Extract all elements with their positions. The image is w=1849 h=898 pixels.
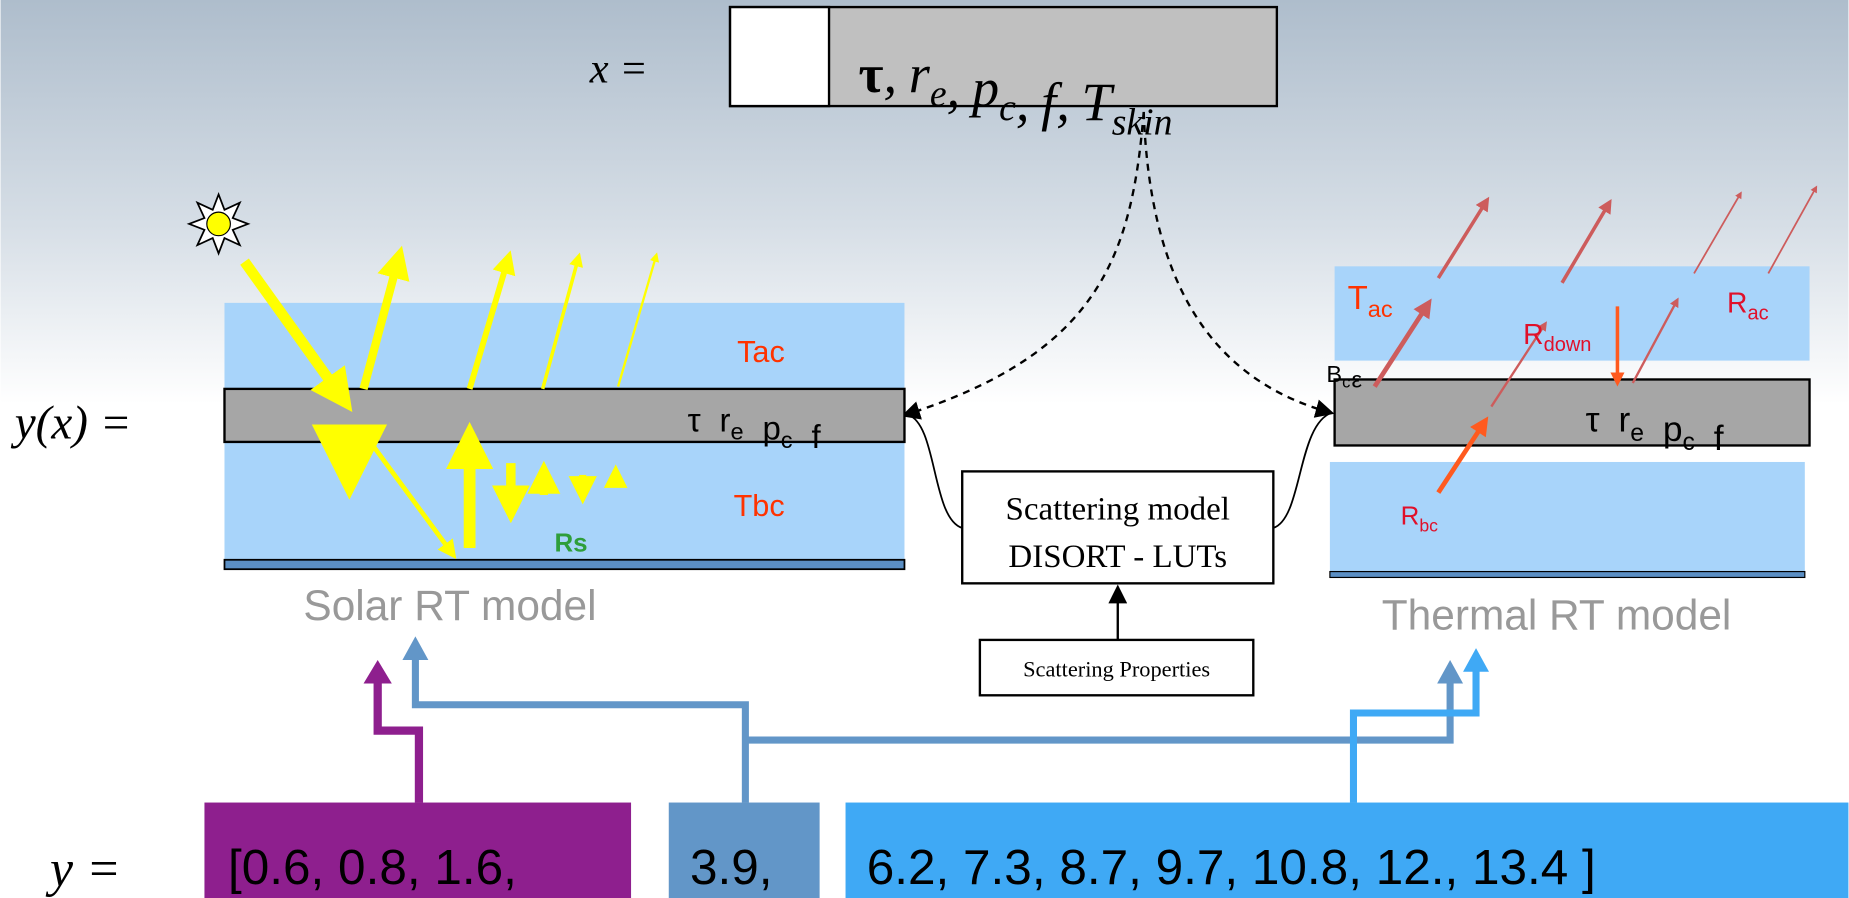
yx-label: y(x) = xyxy=(11,397,132,449)
tbc-label: Tbc xyxy=(734,489,785,523)
separator: , xyxy=(1056,72,1070,132)
term-base: r xyxy=(909,44,931,104)
state-box-empty xyxy=(730,7,829,106)
term-base: R xyxy=(1523,318,1543,350)
scattering-line: DISORT - LUTs xyxy=(1008,539,1227,575)
term-sub: c xyxy=(1342,374,1350,392)
surface xyxy=(1330,572,1805,578)
term-sub: c xyxy=(781,427,793,453)
surface xyxy=(224,560,904,569)
term-sub: e xyxy=(1630,420,1644,447)
term-base: R xyxy=(1727,286,1747,318)
scattering-line: Scattering model xyxy=(1006,492,1230,528)
term-base: p xyxy=(1663,410,1683,449)
channels-solar: [0.6, 0.8, 1.6, xyxy=(228,840,517,895)
term-sub: down xyxy=(1544,334,1592,356)
term-base: R xyxy=(1401,502,1420,530)
term-sub: ac xyxy=(1368,296,1393,322)
term-base: τ xyxy=(1586,400,1600,439)
term-sub: ac xyxy=(1747,302,1768,324)
page: { "x_label": "x =", "state_vector": { "t… xyxy=(0,0,1849,898)
diagram: x = τ,re,pc,f,Tskin y(x) = xyxy=(0,0,1849,898)
sun xyxy=(189,194,248,253)
term-base: ε xyxy=(1352,367,1363,393)
term-sub: e xyxy=(930,73,947,115)
scattering-properties: Scattering Properties xyxy=(1023,656,1210,681)
rs-label: Rs xyxy=(554,530,587,558)
term-base: f xyxy=(1714,419,1724,458)
separator: , xyxy=(883,44,897,104)
term-base: p xyxy=(762,410,780,447)
term-base: B xyxy=(1326,361,1342,387)
y-label: y = xyxy=(45,841,121,898)
term-base: T xyxy=(1348,279,1368,316)
term-base: T xyxy=(1082,72,1116,132)
term-base: f xyxy=(811,418,821,455)
term-base: r xyxy=(720,401,731,438)
sun-disk xyxy=(207,212,231,236)
term-sub: c xyxy=(999,87,1016,129)
term-sub: c xyxy=(1683,429,1695,456)
term-base: τ xyxy=(859,44,884,104)
term-base: r xyxy=(1618,400,1630,439)
cloud-layer xyxy=(1335,379,1810,445)
channels-thermal: 6.2, 7.3, 8.7, 9.7, 10.8, 12., 13.4 ] xyxy=(867,840,1596,895)
channels-mid: 3.9, xyxy=(690,840,773,895)
term-base: p xyxy=(968,58,999,118)
term-sub: bc xyxy=(1419,515,1438,535)
separator: , xyxy=(947,58,961,118)
solar-caption: Solar RT model xyxy=(303,582,596,629)
term-sub: skin xyxy=(1112,101,1173,143)
cloud-layer xyxy=(224,389,904,442)
x-label: x = xyxy=(589,45,648,92)
separator: , xyxy=(1016,72,1030,132)
thermal-caption: Thermal RT model xyxy=(1382,591,1732,638)
tac-label: Tac xyxy=(737,335,785,369)
term-sub: e xyxy=(730,419,743,445)
term-base: τ xyxy=(688,401,701,438)
